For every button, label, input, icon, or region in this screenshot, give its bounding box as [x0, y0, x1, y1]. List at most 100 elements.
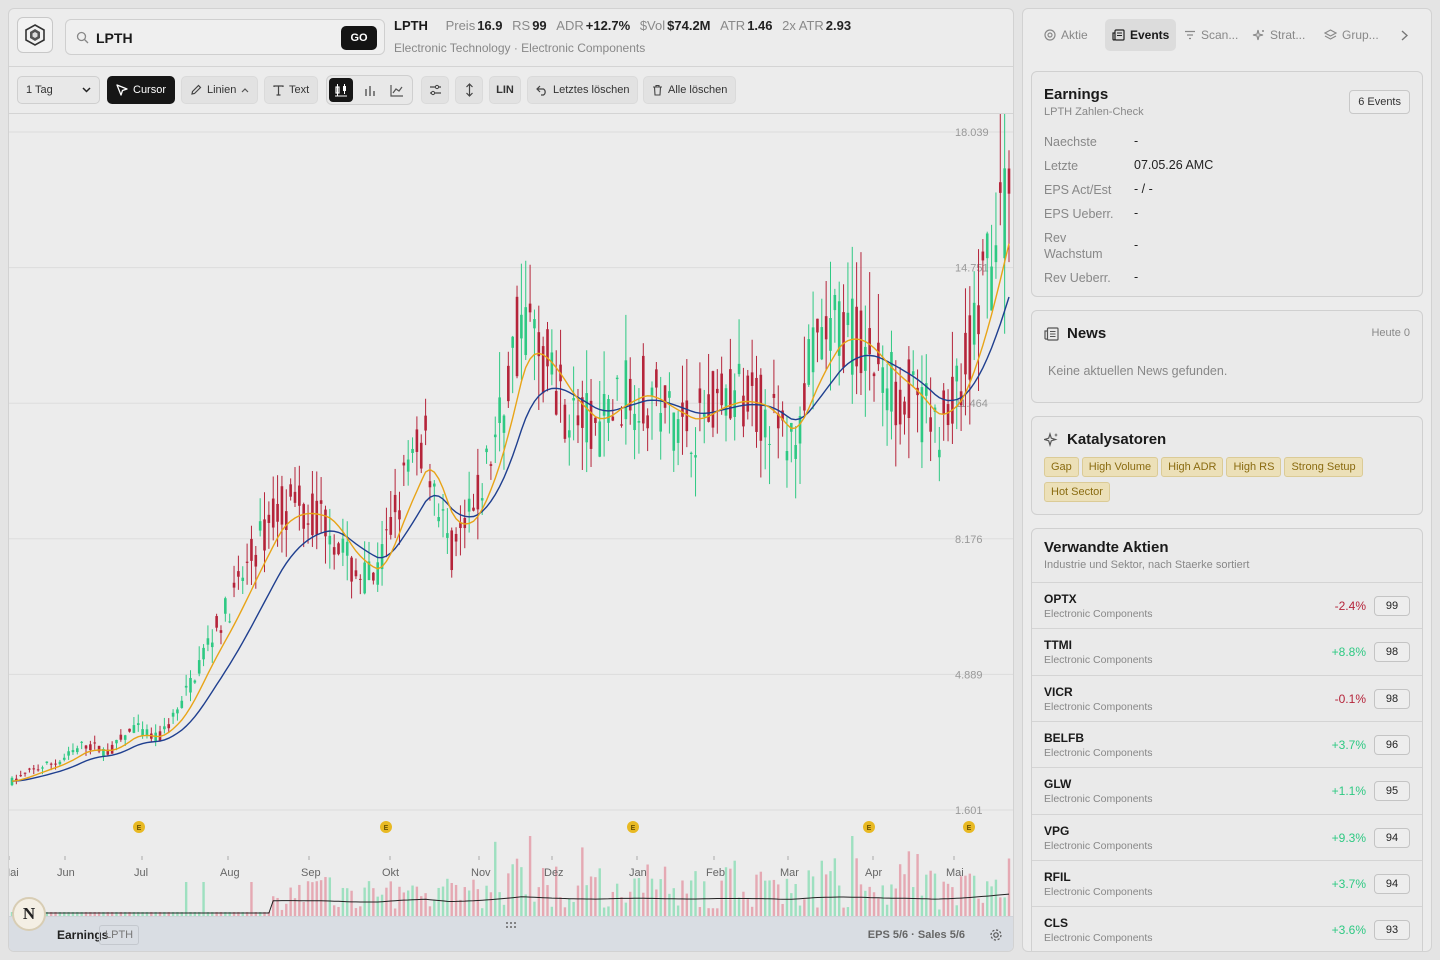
tab-strategy[interactable]: Strat... [1245, 19, 1312, 51]
x-tick-label: Sep [301, 867, 321, 879]
clear-all-button[interactable]: Alle löschen [643, 76, 737, 104]
candle-body [563, 404, 567, 439]
candle-body [790, 422, 793, 432]
timeframe-select[interactable]: 1 Tag [17, 76, 100, 104]
candle-body [711, 371, 715, 428]
adr-value: +12.7% [585, 18, 631, 33]
x-tick-label: Apr [865, 867, 882, 879]
autoscale-button[interactable] [455, 76, 483, 104]
candle-body [250, 538, 253, 561]
volume-bar [276, 897, 279, 916]
candle-body [163, 726, 166, 730]
search-input[interactable] [96, 28, 326, 48]
candle-body [389, 516, 393, 535]
price-chart[interactable]: 18.039 14.751 11.464 8.176 4.889 1.601 E E E E E Ma… [9, 81, 1013, 916]
volume-bar [163, 912, 166, 916]
indicators-button[interactable] [421, 76, 449, 104]
price-chart-svg[interactable]: 18.039 14.751 11.464 8.176 4.889 1.601 E E E E E Ma… [9, 81, 1013, 916]
volume-bar [524, 894, 527, 916]
candle-body [476, 474, 480, 510]
tabs-next-button[interactable] [1397, 19, 1412, 51]
candle-body [550, 352, 554, 375]
volume-bar [189, 912, 192, 916]
x-tick-label: Nov [471, 867, 491, 879]
tab-scanner[interactable]: Scan... [1177, 19, 1245, 51]
earnings-row-label: Naechste [1044, 135, 1097, 149]
candle-body [106, 749, 110, 755]
related-row-optx[interactable]: OPTX Electronic Components -2.4% 99 [1032, 582, 1422, 628]
catalyst-tag[interactable]: High RS [1226, 457, 1282, 477]
tab-events[interactable]: Events [1105, 19, 1177, 51]
volume-bar [646, 864, 649, 916]
candle-body [493, 434, 497, 438]
related-row-glw[interactable]: GLW Electronic Components +1.1% 95 [1032, 767, 1422, 813]
volume-bar [772, 879, 776, 916]
volume-bar [324, 877, 327, 916]
volume-bar [794, 884, 797, 916]
related-row-rfil[interactable]: RFIL Electronic Components +3.7% 94 [1032, 859, 1422, 906]
app-logo-icon[interactable] [17, 17, 53, 53]
related-row-cls[interactable]: CLS Electronic Components +3.6% 93 [1032, 906, 1422, 951]
volume-bar [885, 904, 889, 916]
candles-button[interactable] [329, 78, 353, 102]
cursor-button[interactable]: Cursor [107, 76, 176, 104]
candle-body [794, 445, 797, 459]
volume-bar [254, 912, 258, 916]
earnings-subtitle: LPTH Zahlen-Check [1044, 106, 1144, 118]
gear-icon[interactable] [989, 928, 1003, 942]
filter-icon [1185, 30, 1195, 40]
related-row-vpg[interactable]: VPG Electronic Components +9.3% 94 [1032, 813, 1422, 860]
candle-body [89, 744, 92, 751]
layers-icon [1324, 29, 1337, 40]
catalyst-tag[interactable]: Gap [1044, 457, 1079, 477]
candle-body [576, 415, 580, 426]
tab-aktie[interactable]: Aktie [1037, 19, 1095, 51]
candle-body [903, 401, 906, 415]
candle-body [546, 329, 549, 367]
candle-body [729, 369, 732, 419]
user-avatar[interactable]: N [12, 897, 46, 931]
related-ticker: BELFB [1044, 730, 1084, 745]
volume-bar [476, 889, 480, 916]
line-chart-button[interactable] [385, 78, 409, 102]
related-change: +9.3% [1331, 830, 1366, 845]
text-button[interactable]: Text [264, 76, 319, 104]
catalyst-tag[interactable]: High Volume [1081, 457, 1159, 477]
candle-body [768, 443, 771, 445]
candle-body [907, 359, 911, 419]
related-row-ttmi[interactable]: TTMI Electronic Components +8.8% 98 [1032, 628, 1422, 674]
volume-bar [890, 884, 893, 916]
timeframe-value: 1 Tag [26, 84, 53, 96]
volume-bar [206, 912, 210, 916]
volume-bar [689, 880, 693, 916]
volume-bar [315, 881, 318, 916]
eps-sales-summary: EPS 5/6 · Sales 5/6 [867, 929, 965, 941]
volume-bar [898, 864, 902, 916]
earnings-marker [627, 821, 639, 833]
related-row-belfb[interactable]: BELFB Electronic Components +3.7% 96 [1032, 720, 1422, 767]
go-button[interactable]: GO [341, 26, 377, 50]
events-count-badge[interactable]: 6 Events [1349, 90, 1410, 114]
search-icon [76, 31, 89, 44]
ticker-search: GO [65, 19, 385, 55]
undo-last-button[interactable]: Letztes löschen [527, 76, 639, 104]
volume-bar [293, 898, 297, 916]
candle-body [141, 729, 144, 736]
candle-body [554, 390, 558, 415]
candle-body [415, 429, 419, 452]
tab-groups[interactable]: Grup... [1317, 19, 1386, 51]
volume-bar [472, 879, 475, 916]
drag-handle-icon[interactable] [505, 921, 517, 929]
x-tick-label: Mai [946, 867, 964, 879]
bars-button[interactable] [357, 78, 381, 102]
catalyst-tag[interactable]: Strong Setup [1284, 457, 1363, 477]
lines-button[interactable]: Linien [181, 76, 259, 104]
catalyst-tag[interactable]: Hot Sector [1044, 482, 1110, 502]
candle-body [803, 383, 806, 411]
related-row-vicr[interactable]: VICR Electronic Components -0.1% 98 [1032, 674, 1422, 721]
scale-toggle[interactable]: LIN [489, 76, 521, 104]
volume-bar [986, 881, 989, 916]
catalyst-tag[interactable]: High ADR [1161, 457, 1224, 477]
news-card: News Heute 0 Keine aktuellen News gefund… [1031, 310, 1423, 403]
